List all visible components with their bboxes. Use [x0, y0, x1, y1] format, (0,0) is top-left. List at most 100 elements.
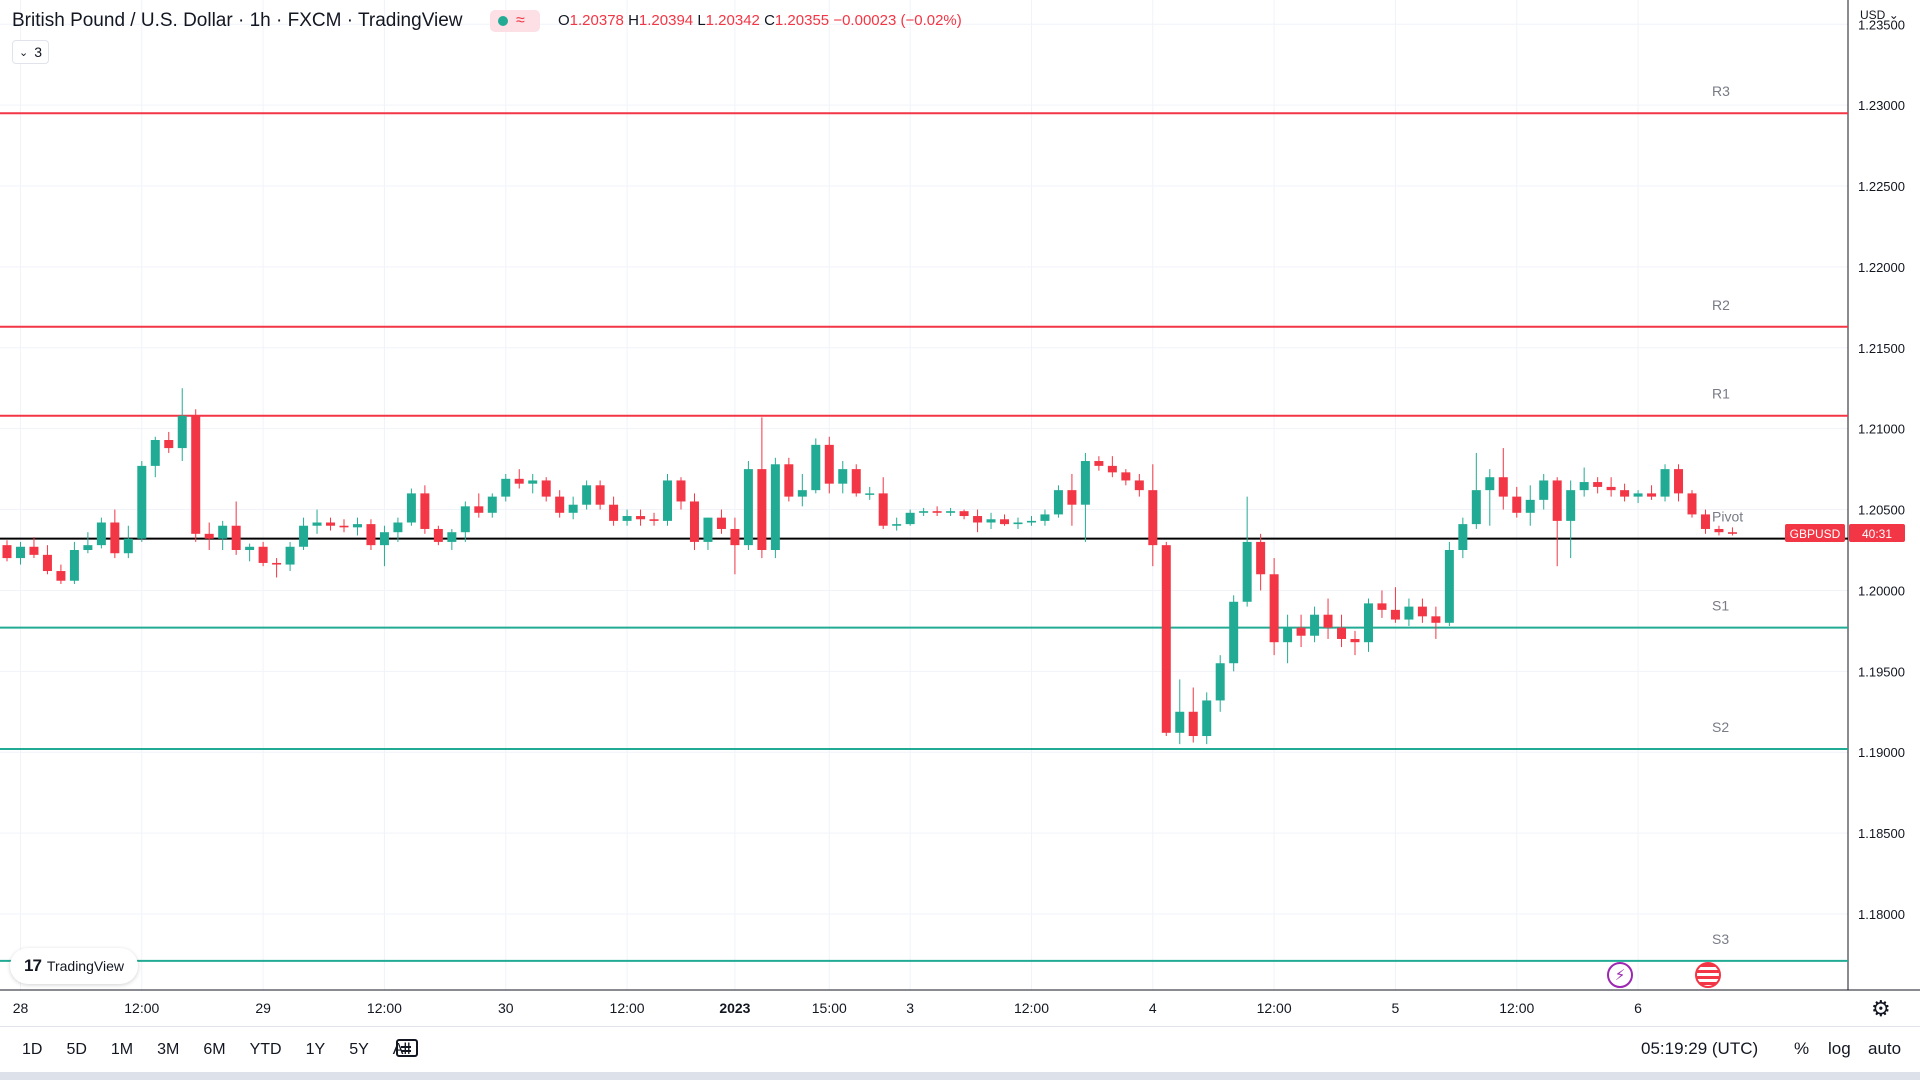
symbol-title[interactable]: British Pound / U.S. Dollar · 1h · FXCM … — [12, 10, 463, 31]
candle-body-down[interactable] — [1188, 711, 1198, 737]
candle-body-up[interactable] — [69, 550, 79, 581]
range-button-1m[interactable]: 1M — [110, 1041, 134, 1058]
candle-body-down[interactable] — [824, 444, 834, 484]
candle-body-up[interactable] — [1633, 493, 1643, 497]
candle-body-up[interactable] — [1471, 490, 1481, 525]
candle-body-up[interactable] — [1404, 606, 1414, 620]
currency-selector[interactable]: USD ⌄ — [1860, 8, 1899, 22]
candle-body-up[interactable] — [622, 516, 632, 521]
candle-body-up[interactable] — [892, 524, 902, 526]
candle-body-up[interactable] — [986, 519, 996, 523]
candle-body-down[interactable] — [1256, 541, 1266, 575]
candle-body-up[interactable] — [663, 480, 673, 521]
indicators-toggle[interactable]: ⌄ 3 — [12, 40, 50, 64]
candle-body-down[interactable] — [1000, 519, 1010, 525]
candle-body-down[interactable] — [1107, 465, 1117, 473]
range-button-1y[interactable]: 1Y — [305, 1041, 326, 1058]
candle-body-up[interactable] — [1013, 522, 1023, 525]
utc-clock[interactable]: 05:19:29 (UTC) — [1641, 1039, 1759, 1058]
candle-body-up[interactable] — [905, 512, 915, 525]
candle-body-up[interactable] — [1566, 490, 1576, 521]
candle-body-down[interactable] — [1512, 496, 1522, 513]
candle-body-down[interactable] — [676, 480, 686, 502]
candle-body-up[interactable] — [1458, 524, 1468, 550]
candle-body-down[interactable] — [1350, 638, 1360, 643]
candle-body-down[interactable] — [595, 485, 605, 505]
candle-body-down[interactable] — [784, 464, 794, 497]
candle-body-down[interactable] — [191, 415, 201, 534]
candle-body-up[interactable] — [1040, 514, 1050, 521]
candle-body-up[interactable] — [1202, 700, 1212, 737]
candle-body-up[interactable] — [838, 469, 848, 484]
range-button-ytd[interactable]: YTD — [249, 1041, 282, 1058]
candle-body-up[interactable] — [1053, 490, 1063, 515]
candle-body-down[interactable] — [1161, 545, 1171, 733]
candle-body-down[interactable] — [433, 528, 443, 542]
us-flag-event-icon[interactable] — [1695, 962, 1721, 988]
candle-body-up[interactable] — [312, 522, 322, 526]
candle-body-down[interactable] — [366, 524, 376, 546]
candle-body-down[interactable] — [258, 546, 268, 563]
candle-body-up[interactable] — [487, 496, 497, 513]
candle-body-up[interactable] — [811, 444, 821, 491]
candle-body-up[interactable] — [1363, 603, 1373, 643]
candle-body-up[interactable] — [379, 532, 389, 546]
candle-body-down[interactable] — [231, 525, 241, 550]
candle-body-down[interactable] — [1593, 482, 1603, 487]
candle-body-down[interactable] — [716, 517, 726, 529]
candle-body-up[interactable] — [582, 485, 592, 505]
candle-body-down[interactable] — [1337, 627, 1347, 639]
candle-body-up[interactable] — [245, 546, 255, 550]
candle-body-up[interactable] — [1215, 663, 1225, 701]
candle-body-down[interactable] — [878, 493, 888, 526]
candle-body-down[interactable] — [541, 480, 551, 497]
candle-body-up[interactable] — [568, 504, 578, 513]
candle-body-down[interactable] — [56, 571, 66, 581]
candle-body-down[interactable] — [932, 511, 942, 513]
candle-body-down[interactable] — [1620, 490, 1630, 497]
candle-body-up[interactable] — [1310, 614, 1320, 636]
tradingview-logo[interactable]: 17 TradingView — [10, 948, 138, 984]
candle-body-up[interactable] — [501, 478, 511, 497]
candle-body-down[interactable] — [514, 478, 524, 484]
candle-body-up[interactable] — [946, 511, 956, 513]
candle-body-down[interactable] — [1647, 493, 1657, 497]
candle-body-down[interactable] — [1269, 574, 1279, 643]
candle-body-up[interactable] — [352, 524, 362, 528]
candle-body-down[interactable] — [689, 501, 699, 542]
candle-body-down[interactable] — [649, 519, 659, 521]
candle-body-down[interactable] — [757, 469, 767, 550]
candle-body-up[interactable] — [218, 525, 228, 539]
candle-body-down[interactable] — [1134, 480, 1144, 491]
price-chart[interactable]: 1.23500 1.23000 1.22500 1.22000 1.21500 1.210… — [0, 0, 1920, 1026]
candle-body-up[interactable] — [1175, 711, 1185, 733]
candle-body-down[interactable] — [973, 516, 983, 523]
candle-body-up[interactable] — [299, 525, 309, 547]
candle-body-down[interactable] — [474, 506, 484, 513]
candle-body-up[interactable] — [137, 465, 147, 539]
range-button-6m[interactable]: 6M — [203, 1041, 226, 1058]
candle-body-down[interactable] — [1417, 606, 1427, 617]
candle-body-down[interactable] — [1148, 490, 1158, 546]
candle-body-up[interactable] — [797, 490, 807, 497]
candle-body-down[interactable] — [1727, 532, 1737, 534]
candle-body-up[interactable] — [1026, 520, 1036, 523]
candle-body-up[interactable] — [1080, 461, 1090, 505]
candle-body-down[interactable] — [1121, 472, 1131, 481]
candle-body-down[interactable] — [420, 493, 430, 529]
candle-body-down[interactable] — [730, 528, 740, 546]
candle-body-down[interactable] — [164, 440, 174, 449]
candle-body-up[interactable] — [123, 538, 133, 554]
candle-body-up[interactable] — [1283, 627, 1293, 643]
candle-body-down[interactable] — [1700, 514, 1710, 529]
candle-body-up[interactable] — [1229, 601, 1239, 664]
candle-body-down[interactable] — [1431, 616, 1441, 623]
candle-body-up[interactable] — [1242, 541, 1252, 602]
candle-body-up[interactable] — [83, 545, 93, 550]
candle-body-down[interactable] — [555, 496, 565, 513]
range-button-3m[interactable]: 3M — [157, 1041, 180, 1058]
candle-body-up[interactable] — [1525, 499, 1535, 513]
range-button-5d[interactable]: 5D — [66, 1041, 87, 1058]
candle-body-down[interactable] — [636, 516, 646, 520]
candle-body-down[interactable] — [1498, 477, 1508, 497]
